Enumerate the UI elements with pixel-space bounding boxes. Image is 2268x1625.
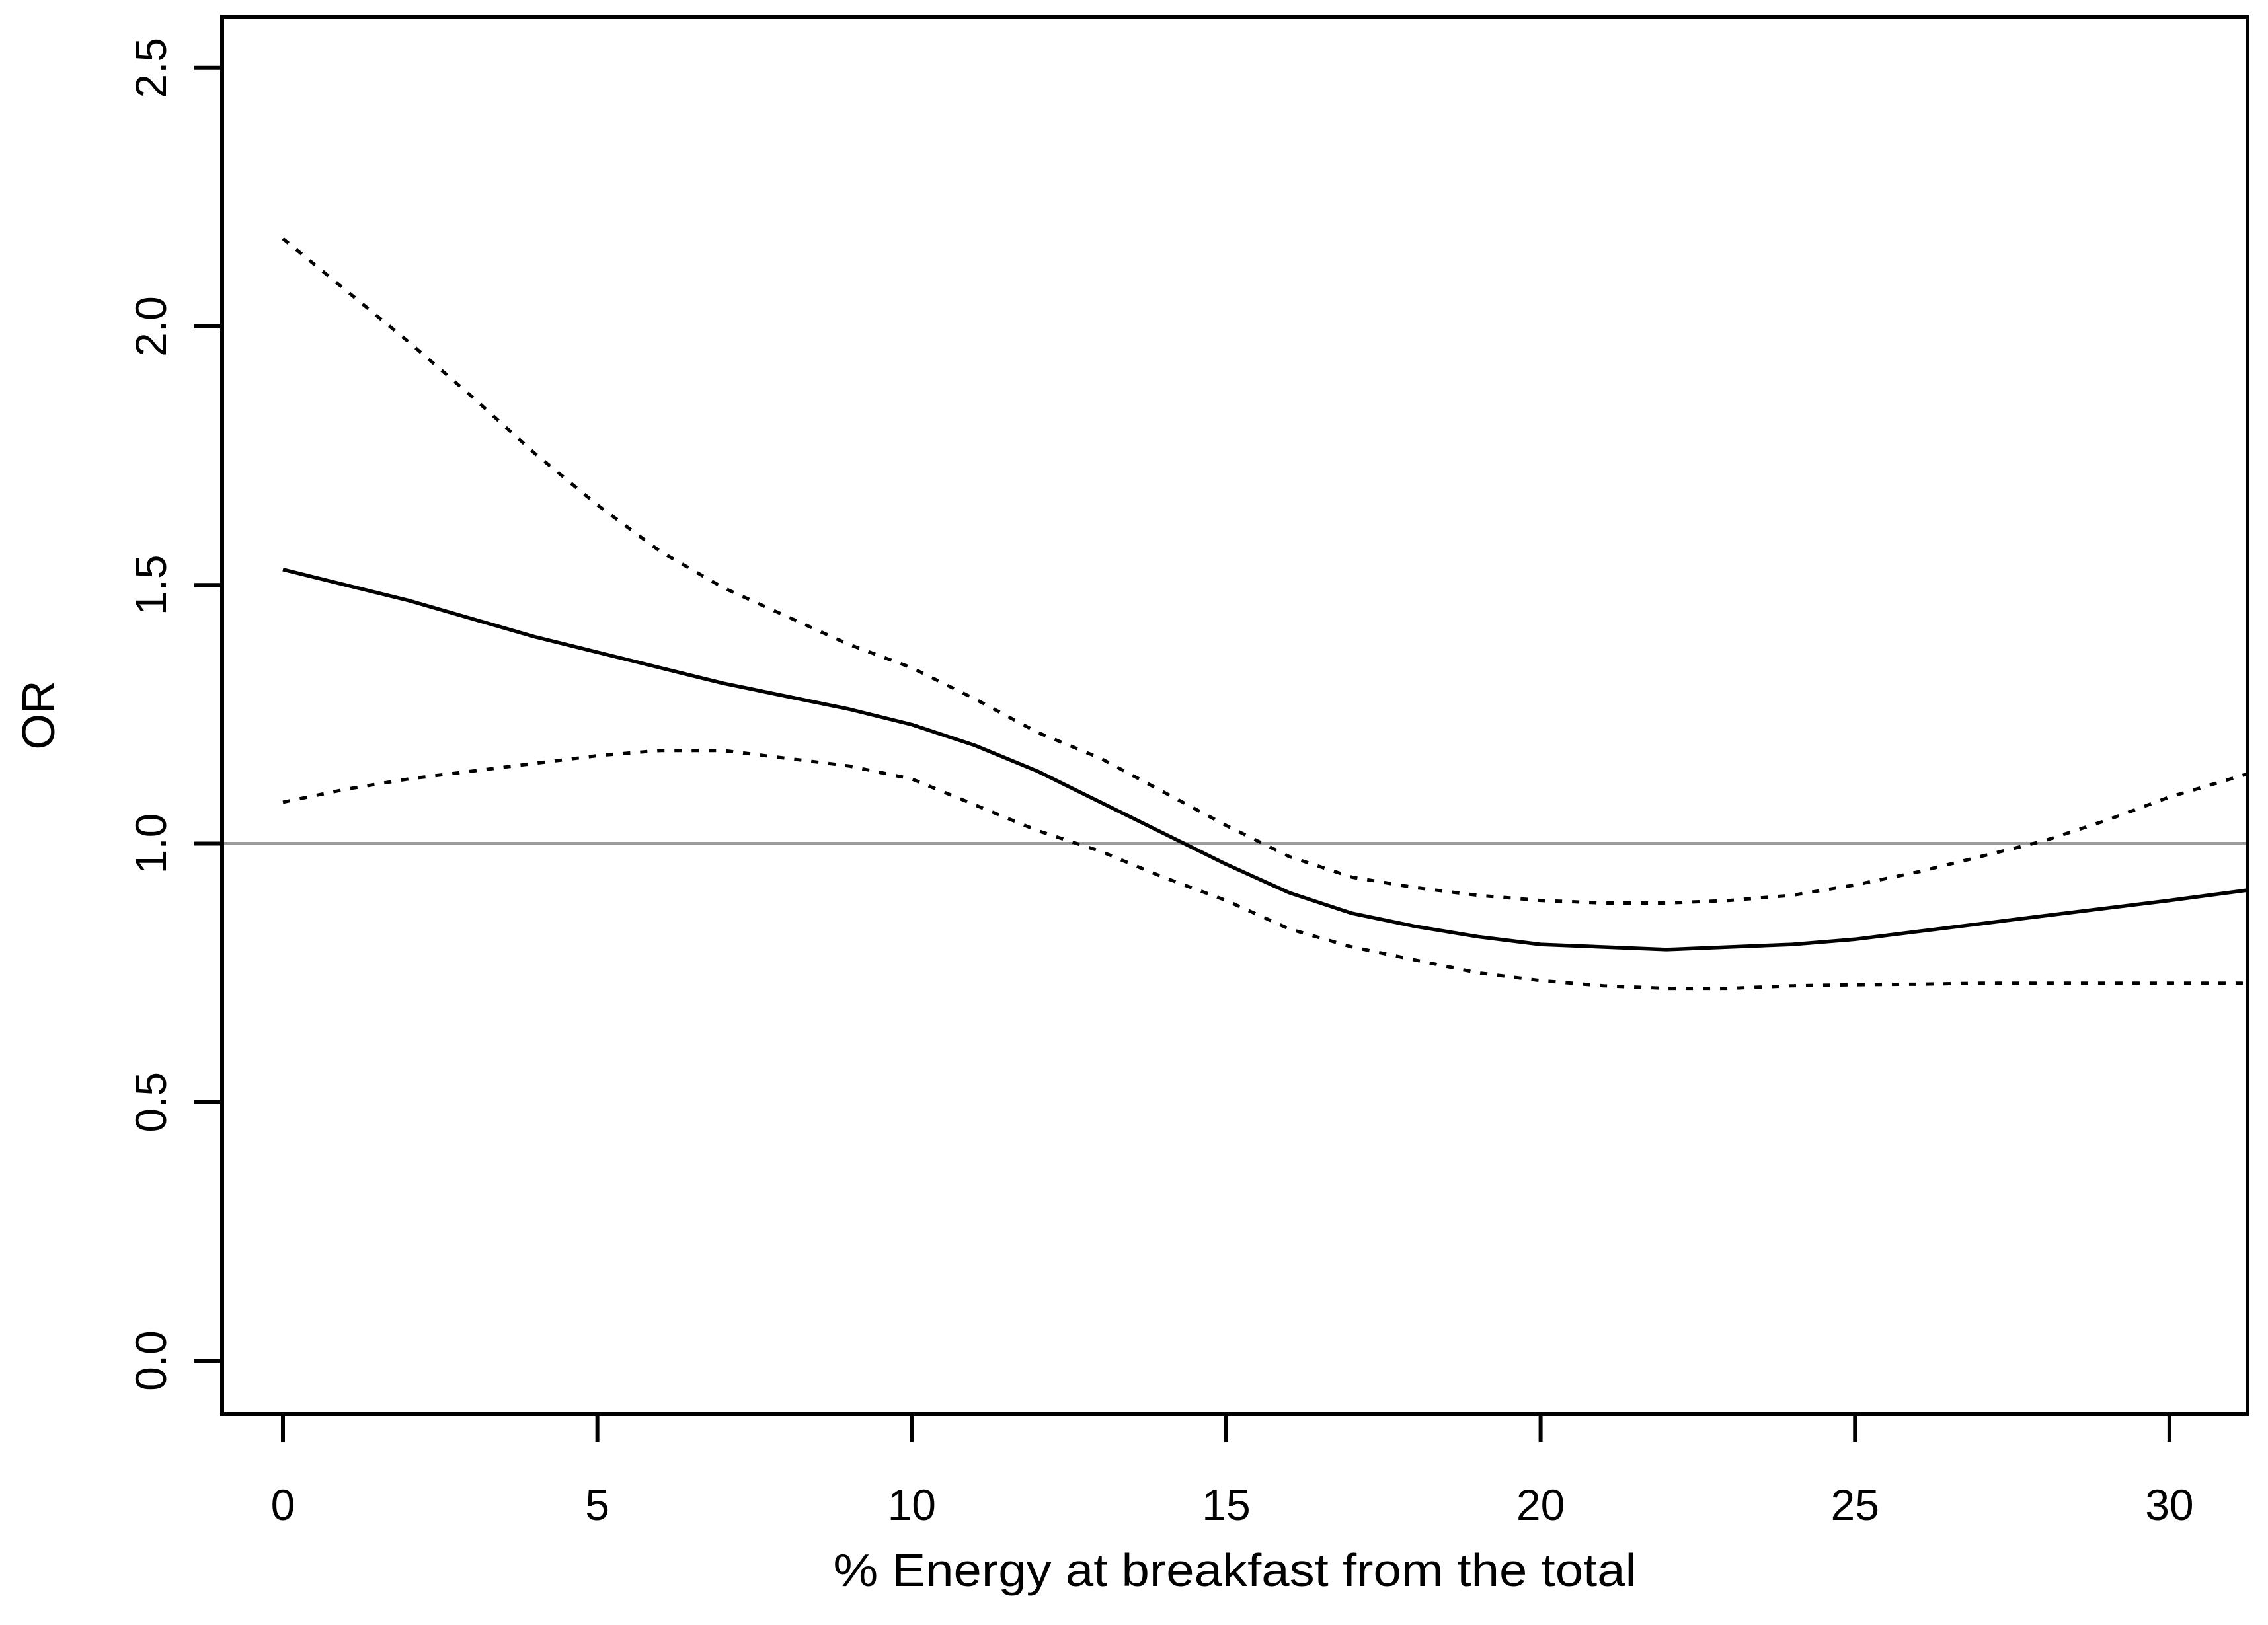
y-tick-label: 1.0 [126,813,175,874]
y-tick-label: 1.5 [126,554,175,615]
series-estimate [282,568,2249,952]
x-axis-tick-labels: 0 5 10 15 20 25 30 [271,1480,2194,1529]
y-axis-label: OR [13,681,64,750]
series-upper-confidence-limit [282,237,2249,905]
y-axis-tick-labels: 0.0 0.5 1.0 1.5 2.0 2.5 [126,38,175,1391]
x-tick-label: 5 [585,1480,609,1529]
plot-frame [220,15,2249,1416]
y-axis-ticks [194,65,222,1363]
x-tick-label: 20 [1516,1480,1565,1529]
x-tick-label: 10 [888,1480,936,1529]
x-tick-label: 0 [271,1480,295,1529]
y-tick-label: 0.5 [126,1072,175,1133]
y-tick-label: 2.0 [126,296,175,357]
x-tick-label: 15 [1202,1480,1250,1529]
x-tick-label: 25 [1831,1480,1879,1529]
curves [282,237,2249,991]
y-tick-label: 2.5 [126,38,175,98]
y-tick-label: 0.0 [126,1330,175,1391]
x-axis-label: % Energy at breakfast from the total [834,1544,1637,1596]
x-tick-label: 30 [2145,1480,2193,1529]
x-axis-ticks [281,1414,2171,1442]
series-lower-confidence-limit [282,749,2248,991]
